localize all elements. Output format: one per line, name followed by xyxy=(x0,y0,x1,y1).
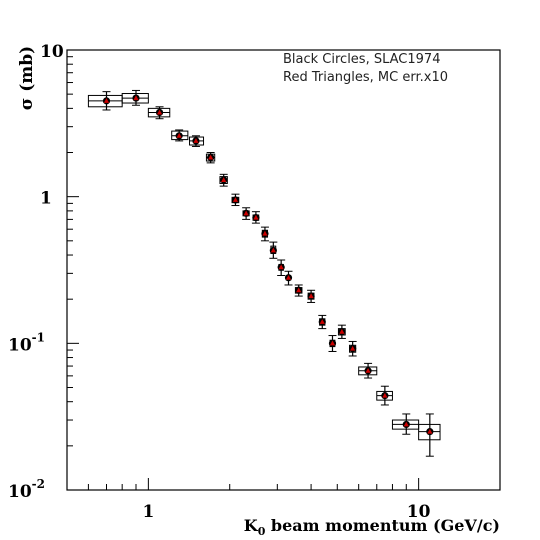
systematic-boxes xyxy=(87,93,441,441)
x-tick-label: 1 xyxy=(142,502,154,522)
data-point-mc xyxy=(243,210,249,216)
data-point-mc xyxy=(262,230,268,236)
legend: Black Circles, SLAC1974 Red Triangles, M… xyxy=(283,52,448,85)
x-axis-label: K0 beam momentum (GeV/c) xyxy=(244,516,500,538)
data-point-mc xyxy=(176,133,182,138)
data-point-mc xyxy=(329,340,336,346)
y-tick-label-base: 1 xyxy=(40,189,52,209)
x-axis-label-rest: beam momentum (GeV/c) xyxy=(265,516,500,535)
x-axis-label-sub: 0 xyxy=(258,525,266,538)
y-tick-label-base: 10 xyxy=(8,335,32,355)
data-point-mc xyxy=(403,421,409,427)
data-point-mc xyxy=(156,109,163,115)
data-point-mc xyxy=(253,214,259,220)
data-point-mc xyxy=(308,293,314,299)
legend-line-2: Red Triangles, MC err.x10 xyxy=(283,70,448,85)
error-bars xyxy=(88,89,441,457)
y-tick-label: 10 xyxy=(40,42,64,62)
plot-frame xyxy=(66,49,501,491)
data-point-mc xyxy=(232,197,239,202)
y-tick-label: 1 xyxy=(40,189,52,209)
data-point-mc xyxy=(296,287,302,293)
y-axis-label: σ (mb) xyxy=(17,46,37,110)
data-point-mc xyxy=(208,154,214,160)
data-point-mc xyxy=(133,95,139,101)
y-tick-label-base: 10 xyxy=(8,482,32,502)
y-tick-label: 10-1 xyxy=(8,330,45,355)
y-tick-label-exponent: -2 xyxy=(32,477,45,491)
data-point-mc xyxy=(350,345,356,351)
data-point-mc xyxy=(221,177,227,182)
data-point-mc xyxy=(270,247,276,253)
data-point-mc xyxy=(319,319,325,324)
x-tick-label: 10 xyxy=(407,502,431,522)
data-point-mc xyxy=(285,274,292,280)
data-markers xyxy=(102,94,434,436)
data-point-mc xyxy=(278,264,284,270)
y-tick-label: 10-2 xyxy=(8,477,45,502)
data-point-mc xyxy=(339,328,345,334)
y-tick-label-base: 10 xyxy=(40,42,64,62)
x-axis-label-main: K xyxy=(244,516,259,535)
y-tick-label-exponent: -1 xyxy=(32,330,45,344)
data-point-mc xyxy=(365,367,371,373)
data-point-mc xyxy=(193,138,199,143)
data-point-mc xyxy=(382,392,388,398)
data-point-mc xyxy=(103,98,110,103)
data-point-mc xyxy=(427,428,433,434)
legend-line-1: Black Circles, SLAC1974 xyxy=(283,52,440,67)
axis-ticks xyxy=(67,49,501,491)
